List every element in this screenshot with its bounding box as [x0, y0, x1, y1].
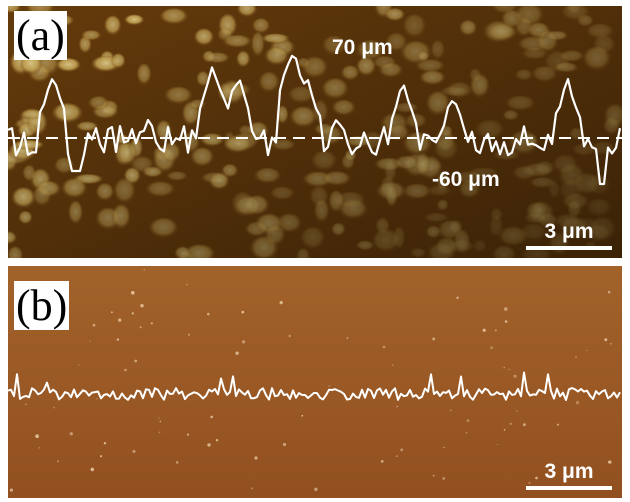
afm-topography-b [8, 266, 622, 498]
scale-bar-a-label: 3 μm [544, 220, 594, 243]
afm-image-b: (b) 3 μm [8, 266, 622, 498]
scale-bar-a-line [526, 246, 612, 250]
afm-image-a: (a) 70 μm -60 μm 3 μm [8, 6, 622, 258]
panel-label-b: (b) [14, 281, 70, 330]
profile-line-a [8, 54, 622, 186]
scale-bar-b-line [526, 486, 612, 490]
scale-bar-b: 3 μm [526, 460, 612, 490]
height-profile-a [8, 54, 622, 186]
max-height-label: 70 μm [332, 36, 393, 59]
afm-topography-a [8, 6, 622, 258]
panel-label-a: (a) [14, 11, 67, 60]
surface-specks [9, 269, 612, 492]
scale-bar-b-label: 3 μm [544, 460, 594, 483]
scale-bar-a: 3 μm [526, 220, 612, 250]
profile-line-b [8, 371, 621, 401]
min-height-label: -60 μm [432, 168, 500, 191]
height-profile-b [8, 371, 621, 401]
